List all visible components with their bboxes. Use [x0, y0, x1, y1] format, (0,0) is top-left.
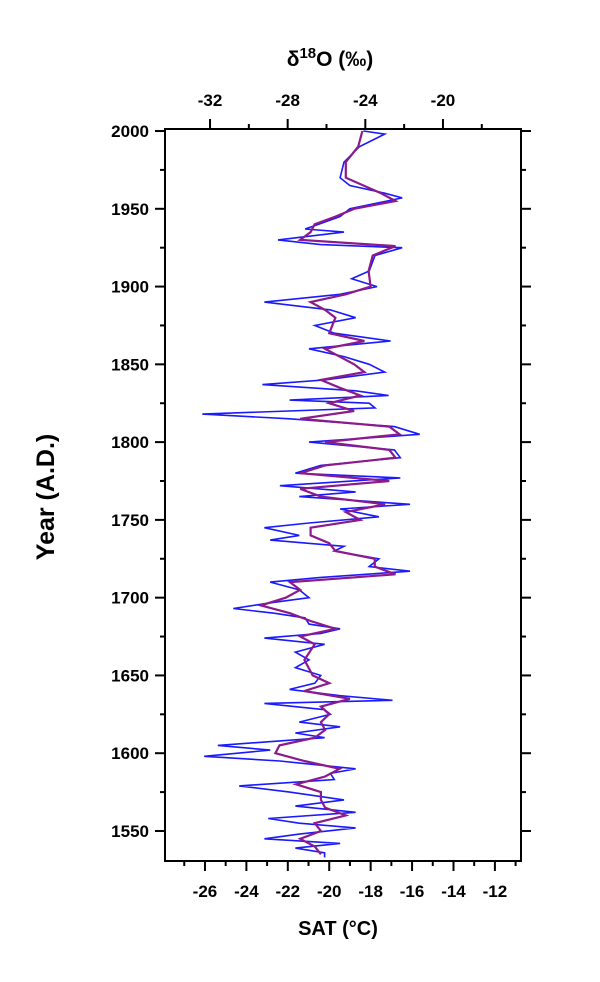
x-tick-label: -26 [193, 882, 218, 901]
x-axis-label: SAT (°C) [298, 918, 378, 940]
x-tick-label: -16 [400, 882, 425, 901]
data-line [256, 130, 403, 855]
x-tick-label: -22 [276, 882, 301, 901]
y-tick-label: 2000 [111, 122, 149, 141]
label-part: O (‰) [316, 48, 373, 71]
label-part: δ [287, 48, 300, 71]
y-tick-label: 1800 [111, 433, 149, 452]
x-tick-label: -14 [441, 882, 466, 901]
x2-tick-label: -28 [275, 91, 300, 110]
y-tick-label: 1900 [111, 278, 149, 297]
label-superscript: 18 [299, 45, 316, 62]
y-axis-label: Year (A.D.) [32, 434, 60, 560]
y-tick-label: 1750 [111, 511, 149, 530]
x-tick-label: -12 [483, 882, 508, 901]
y-tick-label: 1850 [111, 355, 149, 374]
x2-tick-label: -24 [353, 91, 378, 110]
data-line [202, 130, 420, 858]
plot-frame [164, 128, 522, 862]
x-tick-label: -20 [317, 882, 342, 901]
y-tick-label: 1600 [111, 744, 149, 763]
x2-tick-label: -32 [198, 91, 223, 110]
x-tick-label: -18 [358, 882, 383, 901]
x2-tick-label: -20 [431, 91, 456, 110]
y-tick-label: 1650 [111, 666, 149, 685]
y-tick-label: 1950 [111, 200, 149, 219]
y-tick-label: 1700 [111, 589, 149, 608]
y-tick-label: 1550 [111, 822, 149, 841]
x-tick-label: -24 [234, 882, 259, 901]
top-axis-label: δ18O (‰) [287, 45, 374, 71]
